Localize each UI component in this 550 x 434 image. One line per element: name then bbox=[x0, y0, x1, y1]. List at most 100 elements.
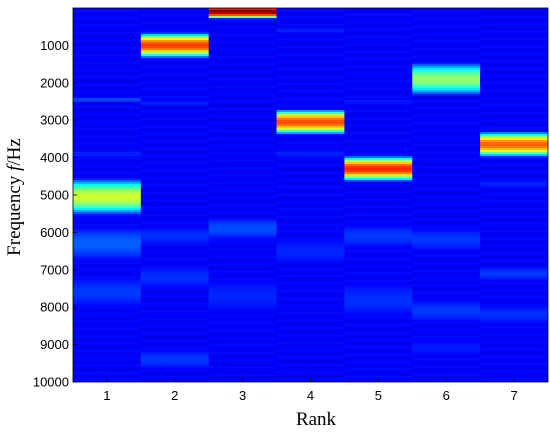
heatmap-cell bbox=[276, 156, 345, 159]
heatmap-cell bbox=[140, 168, 210, 171]
heatmap-cell bbox=[73, 334, 142, 337]
heatmap-cell bbox=[276, 60, 345, 63]
heatmap-cell bbox=[276, 232, 345, 235]
heatmap-cell bbox=[344, 142, 413, 145]
heatmap-cell bbox=[412, 158, 481, 161]
heatmap-cell bbox=[73, 276, 142, 279]
heatmap-cell bbox=[480, 254, 548, 257]
heatmap-cell bbox=[73, 274, 142, 277]
heatmap-cell bbox=[276, 104, 345, 107]
heatmap-cell bbox=[276, 86, 345, 89]
heatmap-cell bbox=[73, 212, 142, 215]
heatmap-cell bbox=[412, 16, 481, 19]
heatmap-cell bbox=[208, 184, 277, 187]
heatmap-cell bbox=[412, 272, 481, 275]
heatmap-cell bbox=[140, 66, 210, 69]
heatmap-cell bbox=[208, 322, 277, 325]
heatmap-cell bbox=[276, 30, 345, 33]
heatmap-cell bbox=[412, 306, 481, 309]
heatmap-cell bbox=[276, 178, 345, 181]
heatmap-cell bbox=[208, 280, 277, 283]
heatmap-cell bbox=[140, 262, 210, 265]
heatmap-cell bbox=[140, 372, 210, 375]
heatmap-cell bbox=[480, 238, 548, 241]
heatmap-cell bbox=[412, 354, 481, 357]
heatmap-cell bbox=[73, 260, 142, 263]
heatmap-cell bbox=[480, 368, 548, 371]
heatmap-cell bbox=[412, 220, 481, 223]
heatmap-cell bbox=[208, 254, 277, 257]
heatmap-cell bbox=[480, 130, 548, 133]
heatmap-cell bbox=[208, 148, 277, 151]
heatmap-cell bbox=[480, 68, 548, 71]
heatmap-cell bbox=[208, 8, 277, 11]
heatmap-cell bbox=[480, 298, 548, 301]
heatmap-cell bbox=[480, 210, 548, 213]
heatmap-cell bbox=[276, 160, 345, 163]
heatmap-cell bbox=[208, 126, 277, 129]
heatmap-cell bbox=[344, 46, 413, 49]
heatmap-cell bbox=[480, 168, 548, 171]
heatmap-cell bbox=[412, 312, 481, 315]
heatmap-cell bbox=[73, 62, 142, 65]
heatmap-cell bbox=[208, 374, 277, 377]
heatmap-cell bbox=[73, 268, 142, 271]
heatmap-cell bbox=[276, 238, 345, 241]
heatmap-cell bbox=[73, 242, 142, 245]
heatmap-cell bbox=[140, 52, 210, 55]
heatmap-cell bbox=[480, 110, 548, 113]
heatmap-cell bbox=[412, 10, 481, 13]
heatmap-cell bbox=[140, 374, 210, 377]
heatmap-cell bbox=[344, 330, 413, 333]
heatmap-cell bbox=[208, 102, 277, 105]
heatmap-cell bbox=[412, 96, 481, 99]
heatmap-cell bbox=[344, 194, 413, 197]
heatmap-cell bbox=[412, 364, 481, 367]
heatmap-cell bbox=[412, 144, 481, 147]
heatmap-cell bbox=[276, 322, 345, 325]
heatmap-cell bbox=[73, 120, 142, 123]
heatmap-cell bbox=[480, 276, 548, 279]
heatmap-cell bbox=[276, 166, 345, 169]
heatmap-cell bbox=[412, 334, 481, 337]
heatmap-cell bbox=[208, 128, 277, 131]
heatmap-cell bbox=[480, 162, 548, 165]
heatmap-cell bbox=[276, 224, 345, 227]
heatmap-cell bbox=[208, 368, 277, 371]
heatmap-cell bbox=[344, 202, 413, 205]
heatmap-cell bbox=[73, 198, 142, 201]
heatmap-cell bbox=[140, 136, 210, 139]
heatmap-cell bbox=[140, 286, 210, 289]
heatmap-cell bbox=[208, 42, 277, 45]
heatmap-cell bbox=[412, 170, 481, 173]
heatmap-cell bbox=[412, 208, 481, 211]
heatmap-cell bbox=[140, 208, 210, 211]
heatmap-cell bbox=[276, 214, 345, 217]
heatmap-cell bbox=[140, 74, 210, 77]
heatmap-cell bbox=[344, 144, 413, 147]
heatmap-cell bbox=[344, 282, 413, 285]
heatmap-cell bbox=[208, 242, 277, 245]
heatmap-cell bbox=[412, 370, 481, 373]
heatmap-cell bbox=[73, 306, 142, 309]
heatmap-cell bbox=[276, 24, 345, 27]
heatmap-cell bbox=[73, 308, 142, 311]
heatmap-cell bbox=[344, 130, 413, 133]
y-axis-label: Frequency f/Hz bbox=[4, 138, 25, 256]
heatmap-cell bbox=[208, 80, 277, 83]
heatmap-cell bbox=[73, 140, 142, 143]
heatmap-cell bbox=[276, 350, 345, 353]
heatmap-cell bbox=[140, 20, 210, 23]
heatmap-cell bbox=[140, 350, 210, 353]
heatmap-cell bbox=[276, 212, 345, 215]
plot-area bbox=[72, 7, 549, 383]
heatmap-cell bbox=[480, 160, 548, 163]
heatmap-cell bbox=[480, 310, 548, 313]
x-tick-label: 3 bbox=[239, 388, 246, 403]
heatmap-cell bbox=[208, 294, 277, 297]
heatmap-cell bbox=[73, 322, 142, 325]
heatmap-cell bbox=[480, 142, 548, 145]
heatmap-cell bbox=[276, 110, 345, 113]
heatmap-cell bbox=[276, 98, 345, 101]
heatmap-cell bbox=[276, 50, 345, 53]
